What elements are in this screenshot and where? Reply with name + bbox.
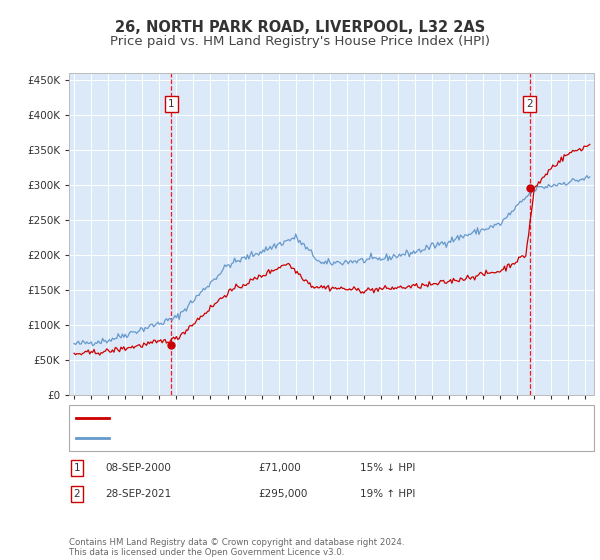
- Text: 15% ↓ HPI: 15% ↓ HPI: [360, 463, 415, 473]
- Text: 2: 2: [527, 99, 533, 109]
- Text: Contains HM Land Registry data © Crown copyright and database right 2024.
This d: Contains HM Land Registry data © Crown c…: [69, 538, 404, 557]
- Text: 2: 2: [73, 489, 80, 499]
- Text: 26, NORTH PARK ROAD, LIVERPOOL, L32 2AS (detached house): 26, NORTH PARK ROAD, LIVERPOOL, L32 2AS …: [115, 413, 444, 423]
- Text: 08-SEP-2000: 08-SEP-2000: [105, 463, 171, 473]
- Text: 1: 1: [73, 463, 80, 473]
- Text: HPI: Average price, detached house, Knowsley: HPI: Average price, detached house, Know…: [115, 433, 358, 443]
- Text: 19% ↑ HPI: 19% ↑ HPI: [360, 489, 415, 499]
- Text: 1: 1: [168, 99, 175, 109]
- Text: £71,000: £71,000: [258, 463, 301, 473]
- Text: £295,000: £295,000: [258, 489, 307, 499]
- Text: 26, NORTH PARK ROAD, LIVERPOOL, L32 2AS: 26, NORTH PARK ROAD, LIVERPOOL, L32 2AS: [115, 20, 485, 35]
- Text: 28-SEP-2021: 28-SEP-2021: [105, 489, 171, 499]
- Text: Price paid vs. HM Land Registry's House Price Index (HPI): Price paid vs. HM Land Registry's House …: [110, 35, 490, 48]
